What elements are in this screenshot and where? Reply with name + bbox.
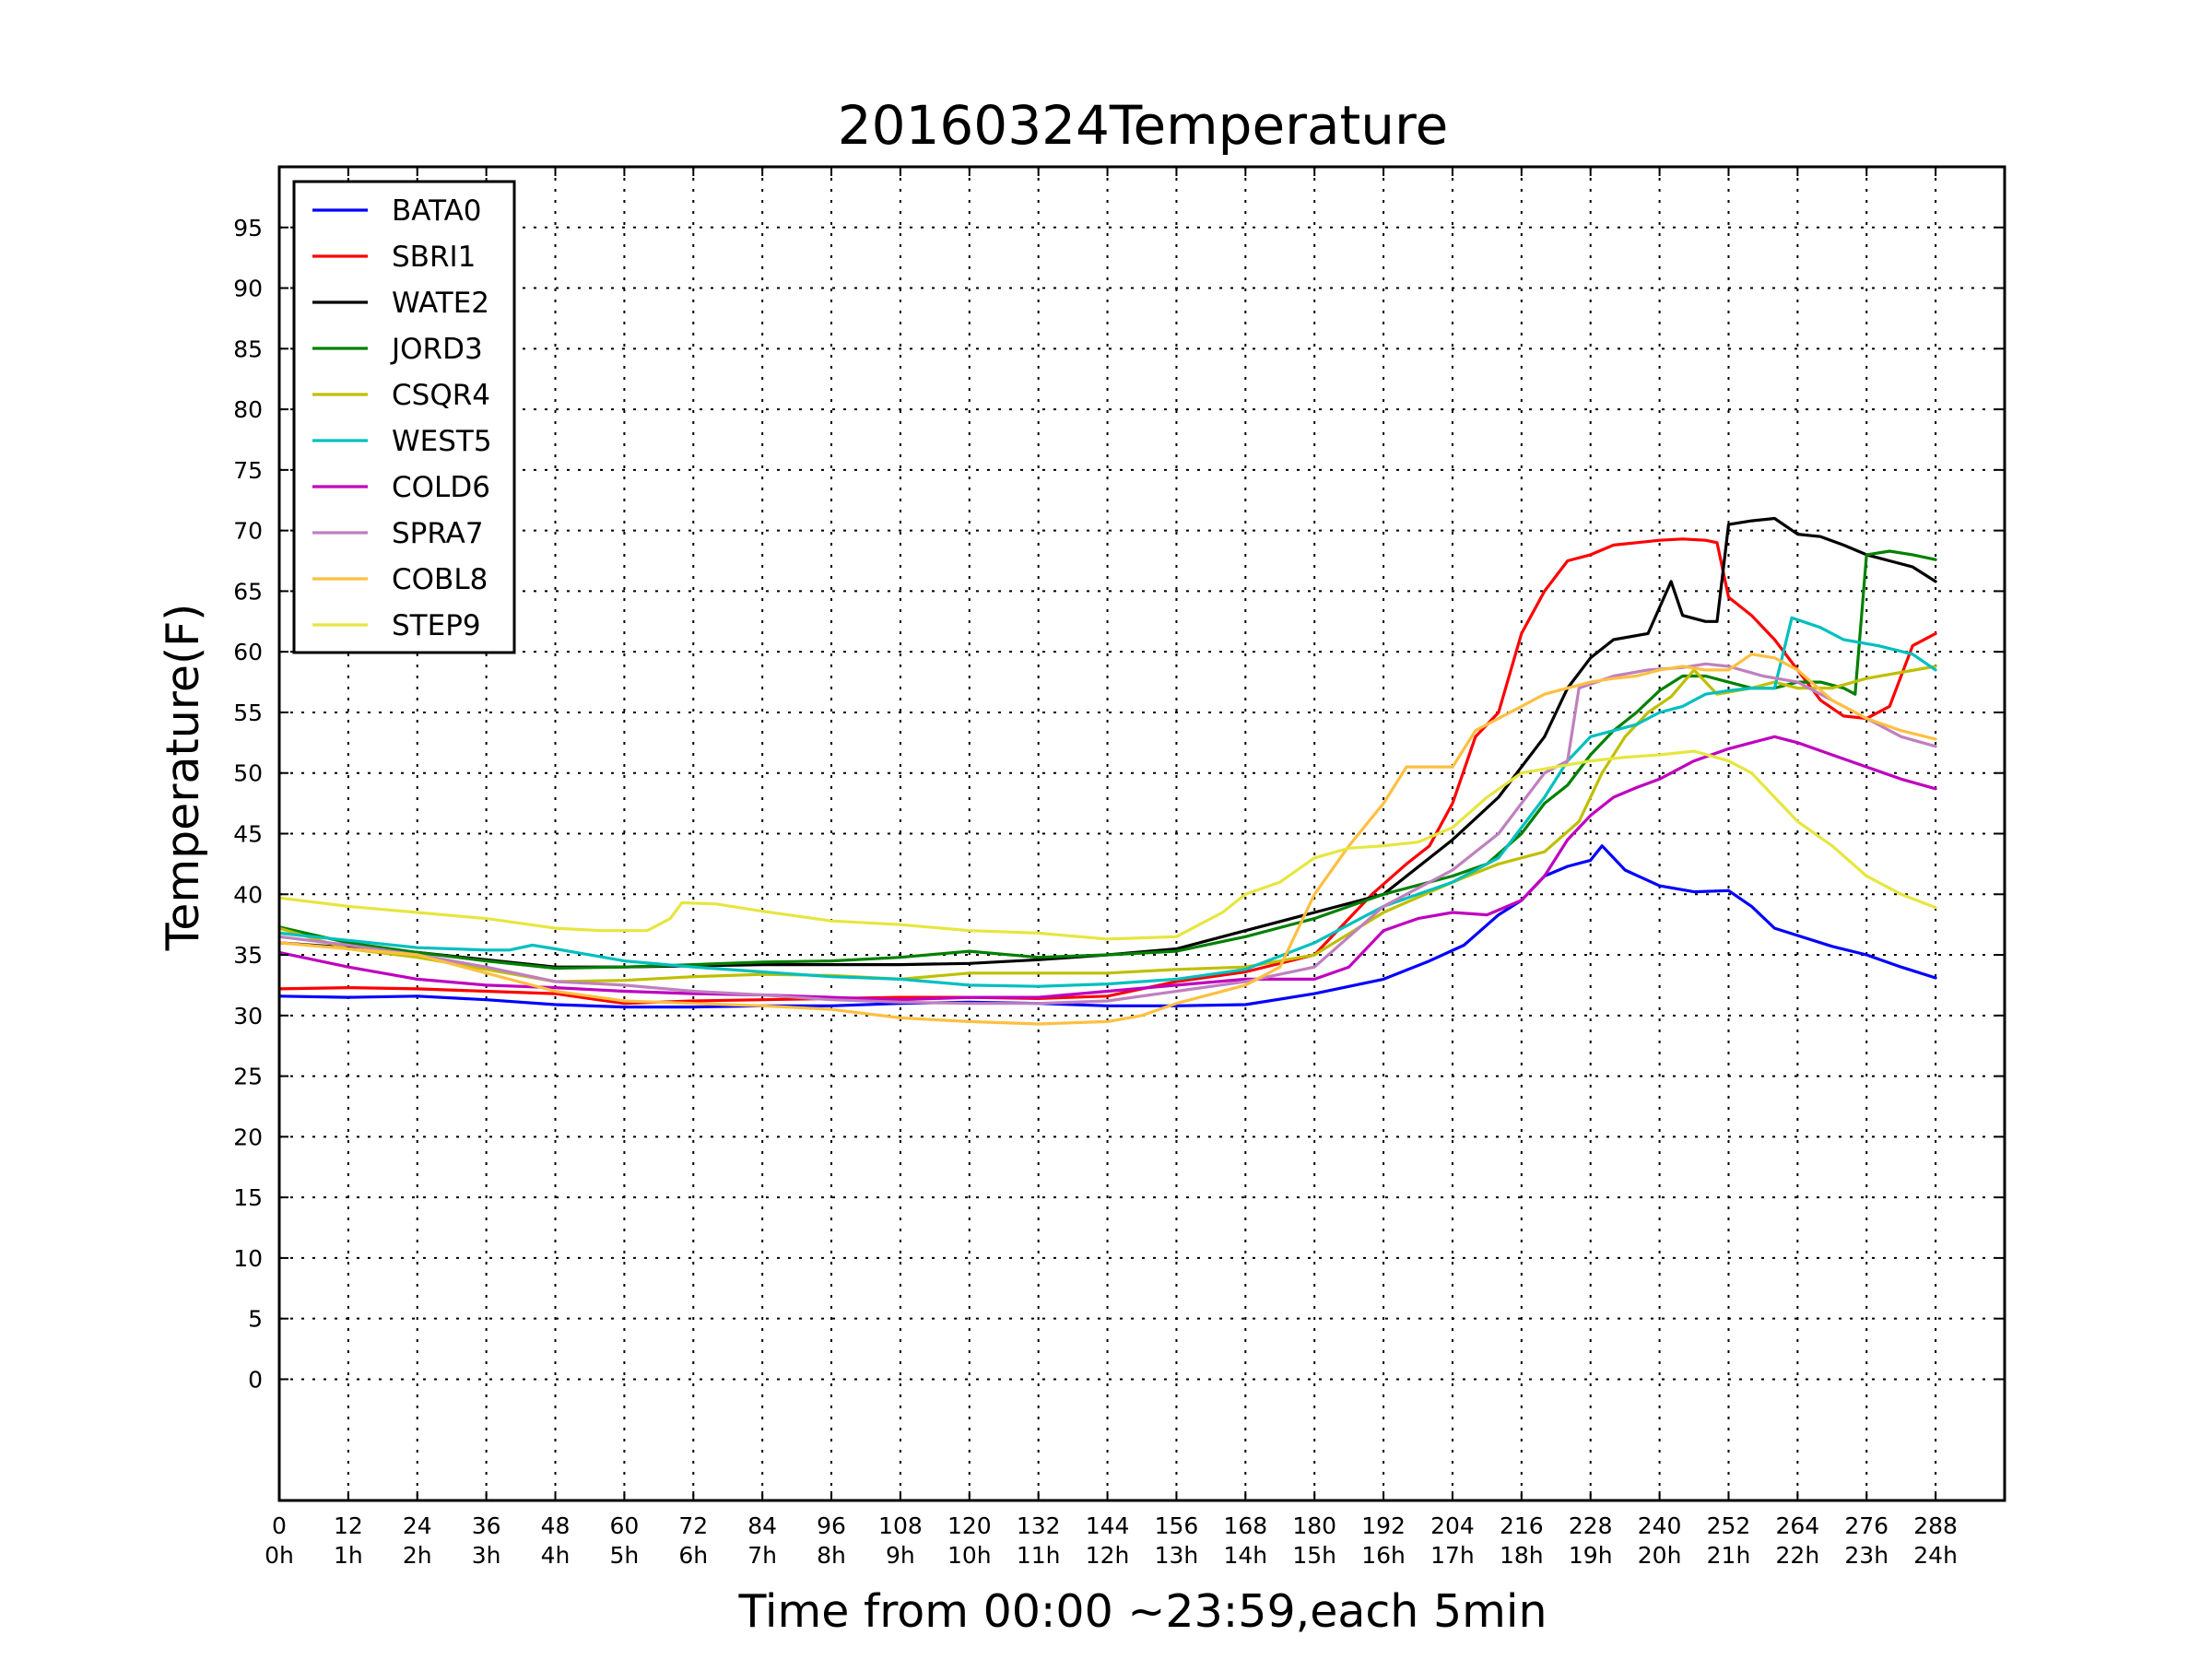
x-tick-label-hour: 0h	[265, 1542, 294, 1569]
y-tick-label: 50	[233, 760, 263, 787]
legend-box	[292, 180, 516, 654]
chart-title: 20160324Temperature	[838, 94, 1449, 157]
y-tick-label: 30	[233, 1003, 263, 1030]
series-line-bata0	[277, 844, 1937, 1009]
x-tick-label: 168	[1223, 1512, 1267, 1539]
y-tick-label: 95	[233, 215, 263, 241]
x-tick-label: 264	[1776, 1512, 1820, 1539]
x-axis-ticks: 0 0h 12 1h 24 2h 36 3h 48 4h 60 5h 72 6h 84 7h 96 8h 108 9h…	[265, 167, 1958, 1569]
legend-label: SBRI1	[392, 241, 476, 274]
y-tick-label: 55	[233, 700, 263, 726]
x-tick-label: 24	[403, 1512, 432, 1539]
x-tick-label: 228	[1569, 1512, 1613, 1539]
series-line-csqr4	[277, 665, 1937, 983]
x-tick-label: 120	[947, 1512, 992, 1539]
y-tick-label: 25	[233, 1064, 263, 1090]
x-tick-label-hour: 22h	[1776, 1542, 1820, 1569]
x-axis-title: Time from 00:00 ~23:59,each 5min	[737, 1585, 1547, 1638]
x-tick-label: 96	[817, 1512, 846, 1539]
grid-lines	[278, 167, 2005, 1500]
legend-label: SPRA7	[392, 517, 484, 550]
x-tick-label: 204	[1430, 1512, 1475, 1539]
x-tick-label: 144	[1086, 1512, 1130, 1539]
x-tick-label-hour: 11h	[1017, 1542, 1061, 1569]
x-tick-label-hour: 12h	[1086, 1542, 1130, 1569]
x-tick-label: 72	[678, 1512, 708, 1539]
series-line-cobl8	[277, 653, 1937, 1026]
x-tick-label-hour: 3h	[472, 1542, 501, 1569]
x-tick-label-hour: 20h	[1638, 1542, 1682, 1569]
x-tick-label: 192	[1361, 1512, 1406, 1539]
series-line-step9	[277, 749, 1937, 941]
x-tick-label: 180	[1292, 1512, 1336, 1539]
x-tick-label-hour: 14h	[1223, 1542, 1267, 1569]
x-tick-label: 60	[609, 1512, 639, 1539]
series-line-west5	[277, 616, 1937, 988]
legend-label: JORD3	[390, 333, 483, 366]
series-line-spra7	[277, 662, 1937, 1006]
x-tick-label-hour: 18h	[1500, 1542, 1544, 1569]
x-tick-label: 288	[1913, 1512, 1958, 1539]
x-tick-label-hour: 19h	[1569, 1542, 1613, 1569]
series-line-wate2	[277, 516, 1937, 969]
x-tick-label: 36	[472, 1512, 501, 1539]
legend-label: BATA0	[392, 194, 482, 228]
series-lines	[277, 516, 1937, 1026]
y-axis-ticks: 0 5 10 15 20 25 30 35 40 45 50 55 60 65 70 75 80 85 90 95	[233, 215, 2005, 1393]
x-tick-label-hour: 15h	[1292, 1542, 1336, 1569]
x-tick-label-hour: 13h	[1155, 1542, 1199, 1569]
y-tick-label: 85	[233, 335, 263, 362]
y-tick-label: 45	[233, 821, 263, 848]
x-tick-label: 156	[1155, 1512, 1199, 1539]
x-tick-label-hour: 17h	[1430, 1542, 1475, 1569]
y-tick-label: 0	[248, 1366, 263, 1393]
y-tick-label: 15	[233, 1184, 263, 1211]
y-tick-label: 20	[233, 1124, 263, 1150]
x-tick-label-hour: 21h	[1707, 1542, 1751, 1569]
x-tick-label: 240	[1638, 1512, 1682, 1539]
x-tick-label-hour: 23h	[1844, 1542, 1888, 1569]
x-tick-label-hour: 5h	[610, 1542, 640, 1569]
x-tick-label-hour: 9h	[886, 1542, 915, 1569]
y-tick-label: 90	[233, 276, 263, 302]
y-tick-label: 70	[233, 518, 263, 545]
x-tick-label-hour: 10h	[947, 1542, 992, 1569]
x-tick-label: 0	[272, 1512, 287, 1539]
x-tick-label-hour: 24h	[1913, 1542, 1958, 1569]
x-tick-label: 84	[747, 1512, 777, 1539]
legend-label: CSQR4	[392, 379, 490, 412]
x-tick-label-hour: 16h	[1361, 1542, 1406, 1569]
legend-label: COBL8	[392, 563, 488, 596]
y-tick-label: 65	[233, 578, 263, 605]
x-tick-label: 48	[541, 1512, 571, 1539]
y-tick-label: 75	[233, 457, 263, 484]
y-tick-label: 10	[233, 1245, 263, 1272]
x-tick-label: 276	[1844, 1512, 1888, 1539]
x-tick-label-hour: 8h	[817, 1542, 846, 1569]
x-tick-label: 108	[878, 1512, 923, 1539]
x-tick-label: 216	[1500, 1512, 1544, 1539]
x-tick-label-hour: 1h	[334, 1542, 363, 1569]
x-tick-label: 12	[334, 1512, 363, 1539]
series-line-cold6	[277, 735, 1937, 1002]
x-tick-label-hour: 6h	[678, 1542, 708, 1569]
y-tick-label: 40	[233, 881, 263, 908]
legend: BATA0 SBRI1 WATE2 JORD3 CSQR4 WEST5 COLD6 SPRA7…	[292, 180, 516, 654]
legend-label: WEST5	[392, 425, 492, 458]
legend-label: COLD6	[392, 471, 490, 504]
y-tick-label: 5	[248, 1306, 263, 1333]
y-tick-label: 35	[233, 942, 263, 969]
legend-label: STEP9	[392, 609, 481, 642]
x-tick-label-hour: 7h	[747, 1542, 777, 1569]
x-tick-label: 132	[1017, 1512, 1061, 1539]
x-tick-label-hour: 4h	[541, 1542, 571, 1569]
y-tick-label: 80	[233, 396, 263, 423]
y-axis-title: Temperature(F)	[157, 604, 209, 952]
y-tick-label: 60	[233, 639, 263, 665]
legend-label: WATE2	[392, 287, 489, 320]
x-tick-label-hour: 2h	[403, 1542, 432, 1569]
x-tick-label: 252	[1707, 1512, 1751, 1539]
